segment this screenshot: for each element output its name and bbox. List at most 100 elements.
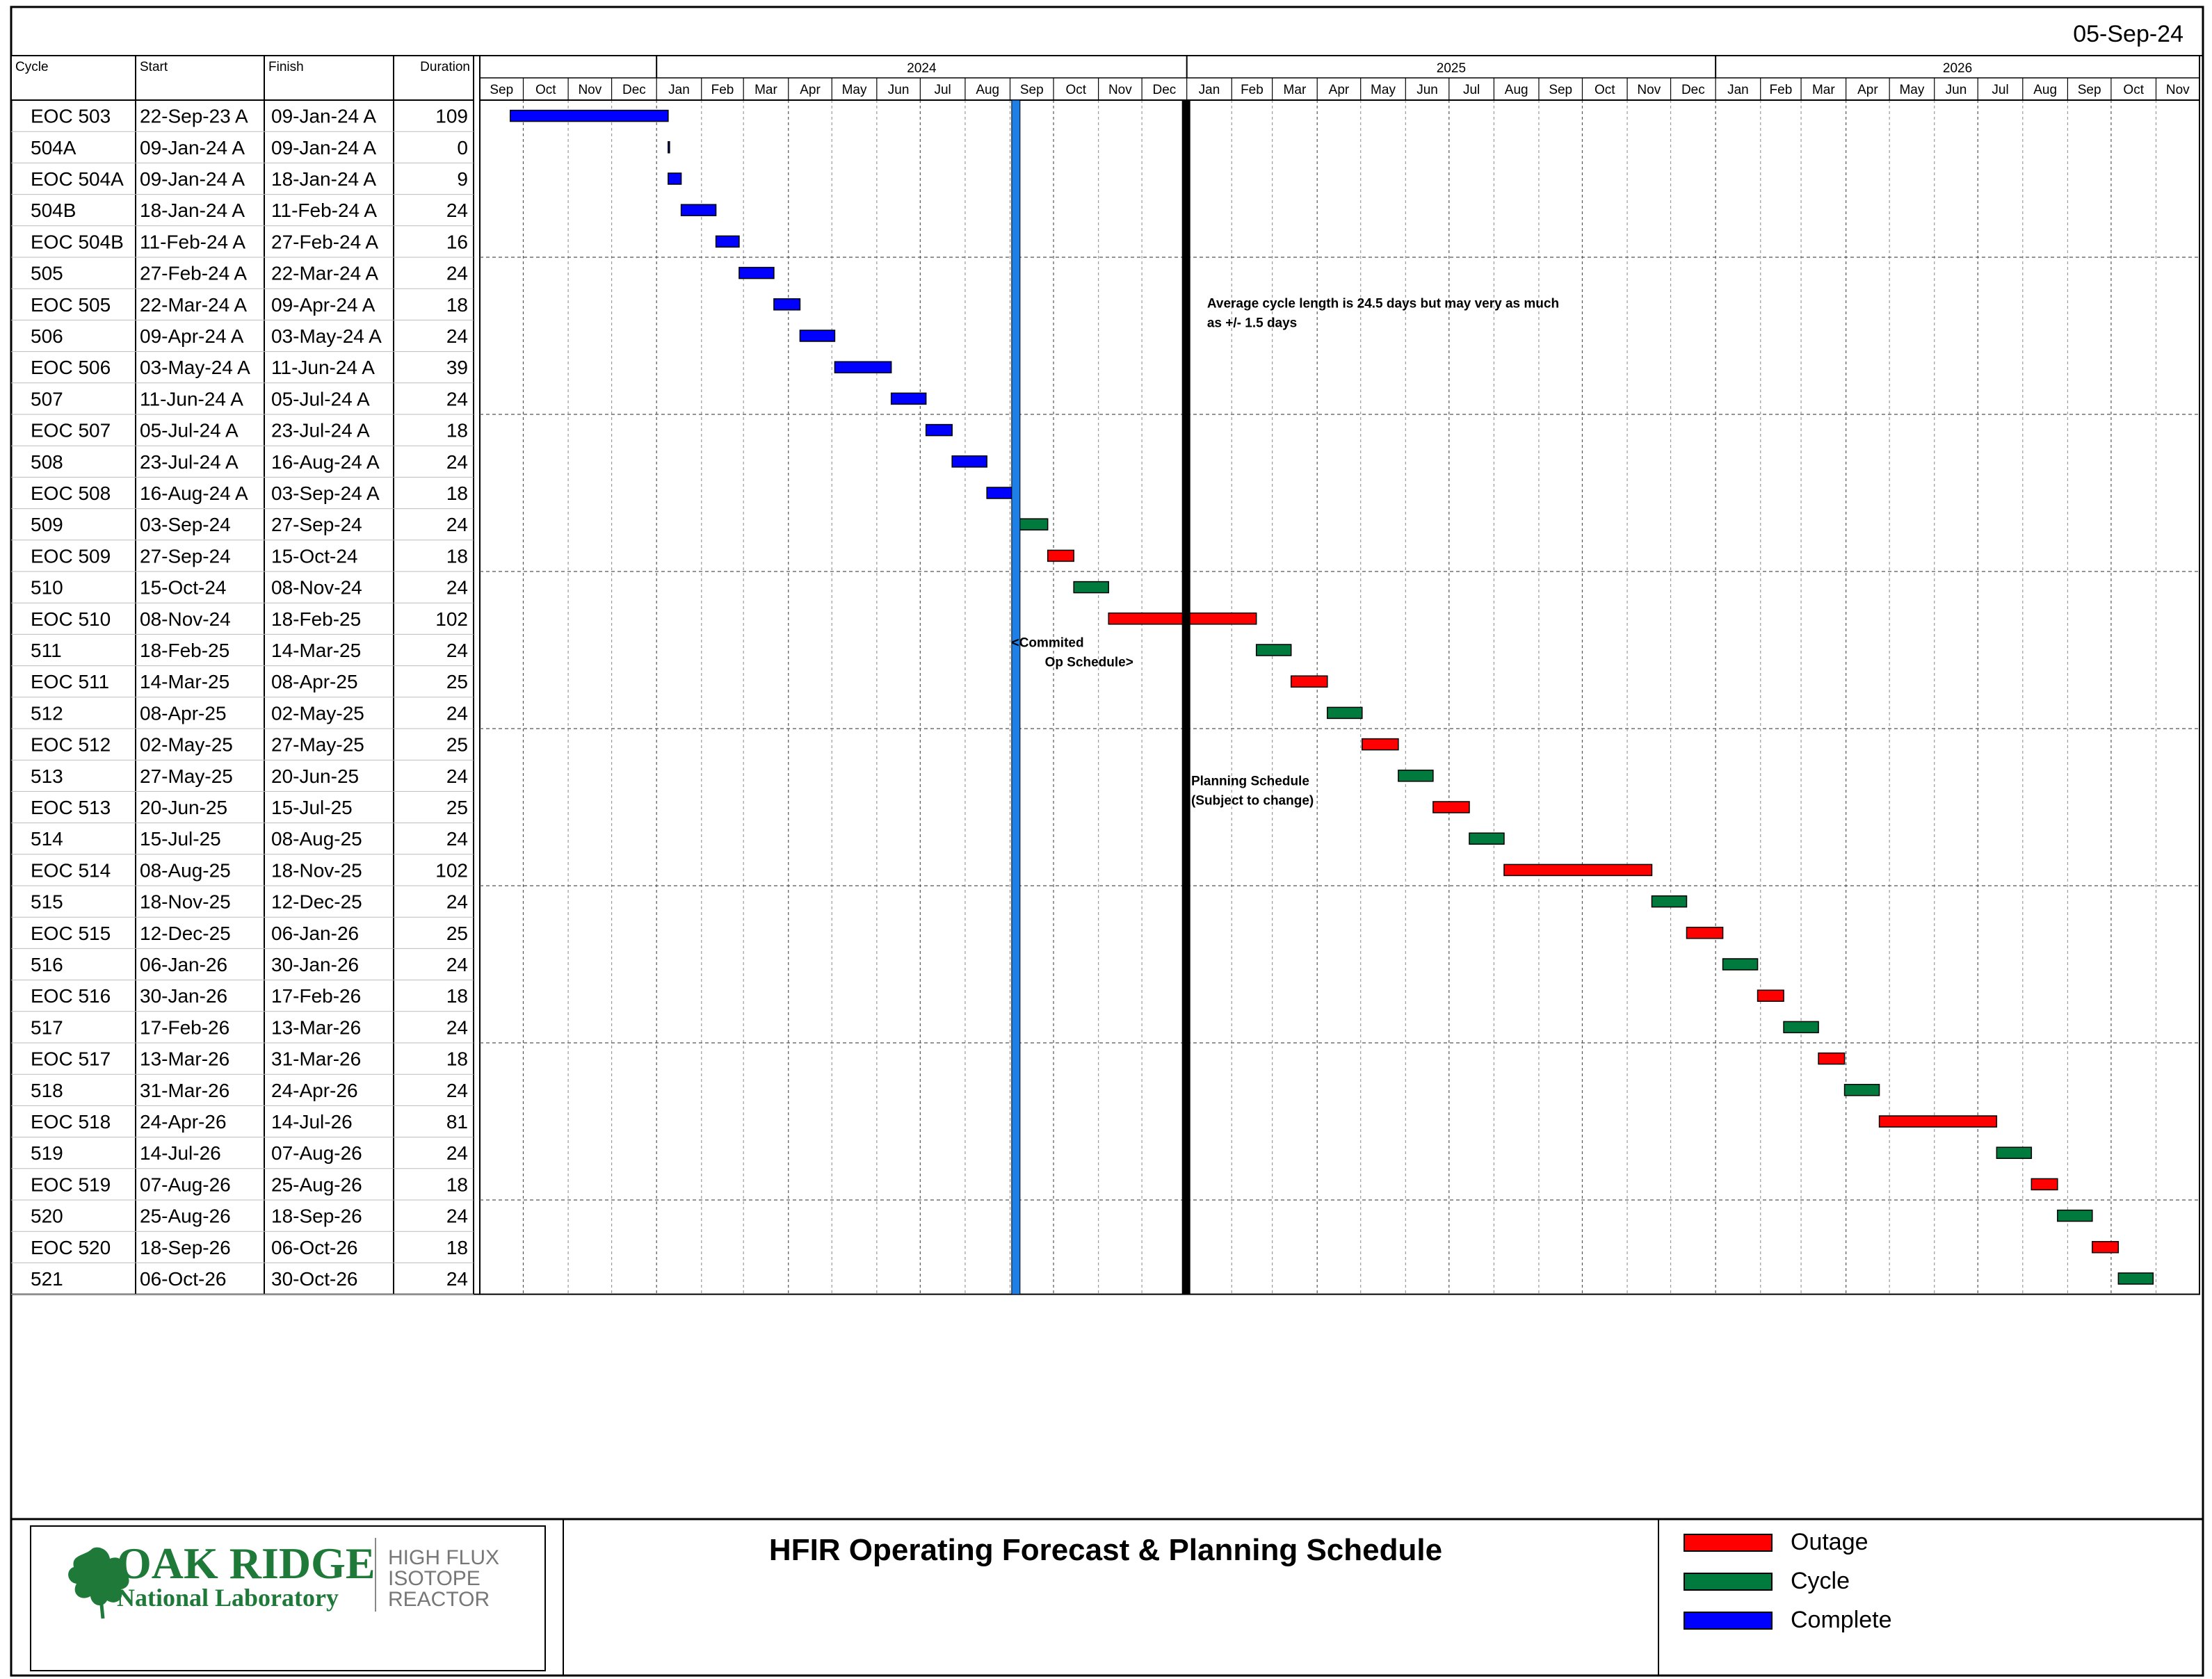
cell-finish: 08-Apr-25 <box>271 671 358 692</box>
cell-cycle: EOC 515 <box>31 923 111 944</box>
logo-hfir-1: HIGH FLUX <box>388 1546 499 1569</box>
cell-finish: 11-Jun-24 A <box>271 357 375 378</box>
cell-cycle: EOC 512 <box>31 734 111 756</box>
cell-start: 05-Jul-24 A <box>140 420 239 441</box>
gantt-bar-complete <box>986 487 1014 499</box>
month-label: Jan <box>1727 83 1749 97</box>
cell-finish: 09-Apr-24 A <box>271 294 376 316</box>
gantt-bar-cycle <box>1783 1021 1819 1034</box>
cell-duration: 24 <box>446 1268 468 1290</box>
cell-cycle: 514 <box>31 828 63 850</box>
cell-cycle: 512 <box>31 702 63 724</box>
cell-finish: 09-Jan-24 A <box>271 137 376 159</box>
year-label: 2024 <box>907 61 937 76</box>
cell-cycle: 508 <box>31 451 63 473</box>
month-label: Sep <box>2078 83 2101 97</box>
legend-swatch-complete <box>1684 1612 1773 1630</box>
cell-duration: 24 <box>446 891 468 913</box>
month-label: Sep <box>1549 83 1572 97</box>
cell-duration: 25 <box>446 734 468 756</box>
gantt-bar-complete <box>890 392 927 405</box>
cell-start: 14-Mar-25 <box>140 671 229 692</box>
legend-label-outage: Outage <box>1791 1529 1868 1555</box>
month-label: May <box>1371 83 1396 97</box>
cell-start: 30-Jan-26 <box>140 985 227 1007</box>
cell-cycle: 504A <box>31 137 76 159</box>
cell-start: 18-Nov-25 <box>140 891 231 913</box>
month-label: Nov <box>1637 83 1661 97</box>
cell-cycle: 505 <box>31 263 63 284</box>
cell-cycle: EOC 516 <box>31 985 111 1007</box>
cell-start: 15-Jul-25 <box>140 828 221 850</box>
cell-finish: 11-Feb-24 A <box>271 200 377 221</box>
month-label: Jul <box>934 83 951 97</box>
month-label: Mar <box>1812 83 1835 97</box>
chart-grid <box>479 99 2200 1295</box>
cell-cycle: EOC 513 <box>31 797 111 818</box>
cell-start: 09-Jan-24 A <box>140 137 245 159</box>
cell-duration: 25 <box>446 923 468 944</box>
cell-duration: 25 <box>446 797 468 818</box>
gantt-bar-cycle <box>1073 581 1109 594</box>
cell-finish: 27-May-25 <box>271 734 364 756</box>
cell-start: 03-Sep-24 <box>140 514 231 535</box>
annotation-text: (Subject to change) <box>1191 793 1314 808</box>
cell-duration: 25 <box>446 671 468 692</box>
month-label: Apr <box>800 83 821 97</box>
cell-duration: 24 <box>446 577 468 599</box>
year-label: 2025 <box>1437 61 1466 76</box>
gantt-bar-complete <box>951 455 987 468</box>
cell-finish: 15-Oct-24 <box>271 545 358 567</box>
cell-start: 22-Mar-24 A <box>140 294 247 316</box>
table-rows: EOC 503 22-Sep-23 A 09-Jan-24 A 109 504A 09-J… <box>11 100 480 1295</box>
cell-start: 18-Feb-25 <box>140 640 229 661</box>
cell-start: 27-May-25 <box>140 765 233 787</box>
cell-finish: 13-Mar-26 <box>271 1016 361 1038</box>
legend-label-cycle: Cycle <box>1791 1568 1850 1594</box>
cell-duration: 24 <box>446 702 468 724</box>
cell-finish: 22-Mar-24 A <box>271 263 378 284</box>
gantt-bar-outage <box>2031 1178 2058 1191</box>
cell-start: 16-Aug-24 A <box>140 482 248 504</box>
cell-duration: 24 <box>446 1206 468 1227</box>
cell-cycle: 513 <box>31 765 63 787</box>
cell-finish: 25-Aug-26 <box>271 1174 362 1195</box>
gantt-bar-complete <box>834 361 892 373</box>
cell-duration: 24 <box>446 451 468 473</box>
cell-start: 27-Sep-24 <box>140 545 231 567</box>
cell-cycle: 520 <box>31 1206 63 1227</box>
cell-cycle: 516 <box>31 954 63 975</box>
gantt-bar-outage <box>2092 1241 2120 1254</box>
month-label: Feb <box>711 83 734 97</box>
month-label: Oct <box>2123 83 2144 97</box>
cell-duration: 81 <box>446 1111 468 1133</box>
cell-start: 08-Aug-25 <box>140 859 231 881</box>
header-finish: Finish <box>268 60 304 74</box>
gantt-bar-outage <box>1818 1052 1846 1065</box>
gantt-bar-cycle <box>2057 1209 2093 1222</box>
cell-start: 18-Jan-24 A <box>140 200 245 221</box>
cell-cycle: EOC 517 <box>31 1048 111 1070</box>
month-label: Oct <box>1595 83 1615 97</box>
header-duration: Duration <box>420 60 470 74</box>
cell-duration: 24 <box>446 828 468 850</box>
cell-cycle: EOC 509 <box>31 545 111 567</box>
cell-duration: 18 <box>446 1237 468 1258</box>
cell-duration: 24 <box>446 200 468 221</box>
month-label: Dec <box>622 83 646 97</box>
logo-box <box>30 1525 546 1671</box>
cell-cycle: 521 <box>31 1268 63 1290</box>
cell-duration: 39 <box>446 357 468 378</box>
cell-duration: 18 <box>446 545 468 567</box>
gantt-bar-complete <box>510 109 669 122</box>
month-label: Feb <box>1770 83 1793 97</box>
cell-start: 22-Sep-23 A <box>140 106 248 127</box>
logo-oak-ridge: OAK RIDGE <box>117 1539 376 1588</box>
gantt-bar-outage <box>1503 863 1653 877</box>
month-label: Mar <box>754 83 777 97</box>
cell-finish: 31-Mar-26 <box>271 1048 361 1070</box>
month-label: Mar <box>1284 83 1307 97</box>
cell-cycle: 510 <box>31 577 63 599</box>
cell-start: 20-Jun-25 <box>140 797 227 818</box>
